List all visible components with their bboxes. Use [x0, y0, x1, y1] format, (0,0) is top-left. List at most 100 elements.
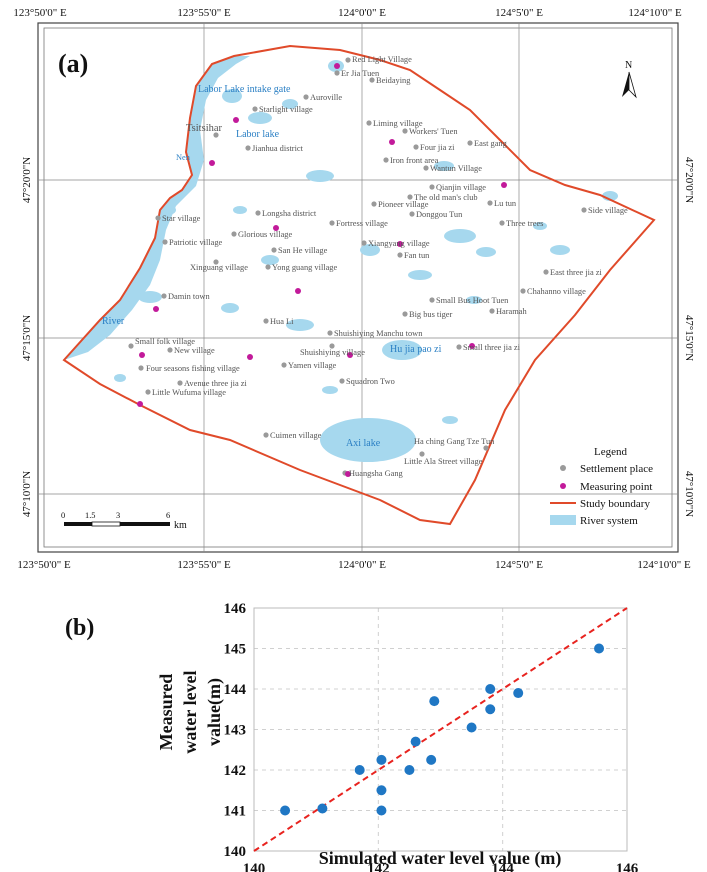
label-small-three-jia-zi: Small three jia zi	[463, 343, 521, 352]
label-patriotic-village: Patriotic village	[169, 238, 223, 247]
label-workers-tuen: Workers' Tuen	[409, 127, 458, 136]
label-san-he-village: San He village	[278, 246, 328, 255]
label-small-bus-hoot-tuen: Small Bus Hoot Tuen	[436, 296, 509, 305]
label-yong-guang-village: Yong guang village	[272, 263, 337, 272]
svg-text:123°50'0" E: 123°50'0" E	[13, 7, 67, 19]
x-axis-title: Simulated water level value (m)	[318, 848, 562, 868]
legend-river-symbol	[550, 515, 576, 525]
label-three-trees: Three trees	[506, 219, 543, 228]
panel-b-scatter-chart: (b) 140 142 144 146 140 141 142 143 144 145 146	[65, 601, 639, 872]
label-damin-town: Damin town	[168, 292, 210, 301]
study-boundary	[62, 44, 656, 526]
label-labor-lake: Labor lake	[236, 129, 280, 140]
main-river	[64, 56, 250, 360]
data-point	[485, 684, 496, 694]
reference-1to1-line	[253, 607, 628, 852]
label-star-village: Star village	[162, 214, 201, 223]
top-coordinate-labels: 123°50'0" E 123°55'0" E 124°0'0" E 124°5…	[13, 7, 682, 19]
label-small-folk-village: Small folk village	[135, 337, 195, 346]
label-four-seasons-fishing-village: Four seasons fishing village	[146, 364, 240, 373]
label-old-mans-club: The old man's club	[414, 193, 478, 202]
label-fortress-village: Fortress village	[336, 219, 388, 228]
svg-text:123°55'0" E: 123°55'0" E	[177, 559, 231, 571]
data-point	[594, 643, 605, 654]
svg-text:123°50'0" E: 123°50'0" E	[17, 559, 71, 571]
label-river: River	[102, 316, 125, 327]
label-hu-jia-pao-zi: Hu jia pao zi	[390, 344, 442, 355]
label-side-village: Side village	[588, 206, 628, 215]
label-shuishiying-village: Shuishiying village	[300, 348, 365, 357]
x-tick-labels: 140 142 144 146	[243, 861, 639, 872]
svg-text:1.5: 1.5	[85, 511, 95, 520]
data-point	[404, 765, 415, 775]
label-donggou-tun: Donggou Tun	[416, 210, 463, 219]
label-chahanno-village: Chahanno village	[527, 287, 586, 296]
data-point	[317, 803, 328, 814]
y-tick-labels: 140 141 142 143 144 145 146	[224, 601, 247, 860]
x-tick-label: 140	[243, 861, 266, 872]
y-tick-label: 142	[224, 763, 247, 779]
data-point	[376, 785, 387, 796]
label-glorious-village: Glorious village	[238, 230, 292, 239]
map-frame	[37, 22, 679, 553]
legend-settlement: Settlement place	[580, 463, 653, 475]
data-point	[429, 696, 440, 707]
north-arrow-icon: N	[622, 60, 637, 99]
data-point	[280, 805, 291, 816]
label-ha-ching-gang-tze-tun: Ha ching Gang Tze Tun	[414, 437, 495, 446]
x-tick-label: 146	[616, 861, 639, 872]
svg-text:0: 0	[61, 511, 65, 520]
label-xinguang-village: Xinguang village	[190, 263, 248, 272]
y-tick-label: 144	[224, 682, 247, 698]
svg-text:47°20'0"N: 47°20'0"N	[683, 157, 695, 203]
label-iron-front-area: Iron front area	[390, 156, 439, 165]
label-lu-tun: Lu tun	[494, 199, 517, 208]
svg-text:3: 3	[116, 511, 120, 520]
label-four-jia-zi: Four jia zi	[420, 143, 455, 152]
svg-text:124°5'0" E: 124°5'0" E	[495, 559, 543, 571]
map-inner-frame	[43, 27, 673, 548]
label-beidaying: Beidaying	[376, 76, 411, 85]
label-auroville: Auroville	[310, 93, 342, 102]
label-starlight-village: Starlight village	[259, 105, 313, 114]
y-tick-label: 140	[224, 844, 247, 860]
label-er-jia-tuen: Er Jia Tuen	[341, 69, 380, 78]
data-point	[485, 704, 496, 715]
label-labor-lake-intake-gate: Labor Lake intake gate	[198, 84, 291, 95]
legend-settlement-symbol	[560, 465, 566, 471]
x-tick-label: 142	[367, 861, 390, 872]
data-point	[426, 754, 437, 765]
label-big-bus-tiger: Big bus tiger	[409, 310, 452, 319]
water-labels: Labor Lake intake gate Labor lake River …	[102, 84, 442, 449]
data-point	[466, 722, 477, 733]
svg-text:124°10'0" E: 124°10'0" E	[628, 7, 682, 19]
legend-measuring-symbol	[560, 483, 566, 489]
svg-text:123°55'0" E: 123°55'0" E	[177, 7, 231, 19]
label-east-gang: East gang	[474, 139, 508, 148]
svg-text:124°0'0" E: 124°0'0" E	[338, 7, 386, 19]
legend-title: Legend	[594, 446, 627, 458]
bottom-coordinate-labels: 123°50'0" E 123°55'0" E 124°0'0" E 124°5…	[17, 559, 691, 571]
scale-bar: 0 1.5 3 6 km	[61, 511, 187, 531]
label-shuishiying-manchu-town: Shuishiying Manchu town	[334, 329, 423, 338]
label-red-light-village: Red Light Village	[352, 55, 412, 64]
svg-text:124°0'0" E: 124°0'0" E	[338, 559, 386, 571]
label-liming-village: Liming village	[373, 119, 423, 128]
left-coordinate-labels: 47°20'0"N 47°15'0"N 47°10'0"N	[21, 157, 33, 517]
axi-lake	[320, 418, 416, 462]
panel-a-label: (a)	[58, 49, 88, 78]
river-system	[64, 56, 618, 462]
svg-text:km: km	[174, 520, 187, 531]
label-cuimen-village: Cuimen village	[270, 431, 322, 440]
data-point	[410, 736, 421, 747]
label-east-three-jia-zi: East three jia zi	[550, 268, 603, 277]
data-point	[376, 805, 387, 816]
label-new-village: New village	[174, 346, 215, 355]
y-tick-label: 141	[224, 804, 247, 820]
settlement-points	[128, 57, 587, 476]
label-squadron-two: Squadron Two	[346, 377, 395, 386]
svg-text:124°5'0" E: 124°5'0" E	[495, 7, 543, 19]
y-axis-title: Measured water level value(m)	[156, 670, 224, 754]
label-pioneer-village: Pioneer village	[378, 200, 429, 209]
right-coordinate-labels: 47°20'0"N 47°15'0"N 47°10'0"N	[683, 157, 695, 517]
